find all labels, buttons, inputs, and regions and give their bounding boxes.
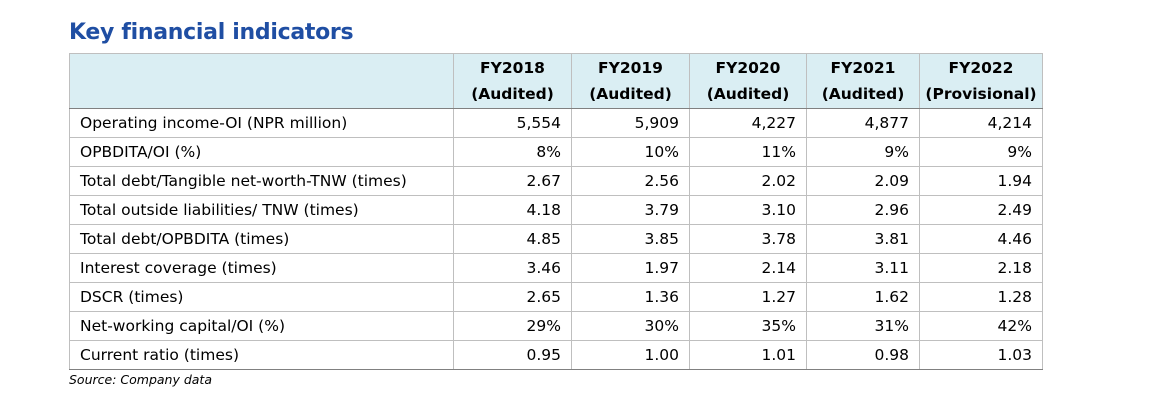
column-header-fy2021: FY2021 (Audited) — [806, 53, 920, 109]
column-year: FY2021 — [830, 59, 896, 77]
column-header-fy2019: FY2019 (Audited) — [571, 53, 690, 109]
table-cell: 1.97 — [571, 253, 690, 283]
table-cell: 2.18 — [919, 253, 1043, 283]
table-cell: 1.28 — [919, 282, 1043, 312]
column-year: FY2019 — [598, 59, 663, 77]
table-cell: 4,877 — [806, 108, 920, 138]
table-row: Total debt/Tangible net-worth-TNW (times… — [69, 166, 1043, 196]
table-cell: 3.79 — [571, 195, 690, 225]
column-header-fy2022: FY2022 (Provisional) — [919, 53, 1043, 109]
column-status: (Audited) — [706, 85, 790, 103]
table-cell: 10% — [571, 137, 690, 167]
column-status: (Provisional) — [925, 85, 1037, 103]
section-title: Key financial indicators — [69, 20, 354, 45]
source-note: Source: Company data — [69, 372, 212, 387]
column-year: FY2020 — [715, 59, 781, 77]
column-header-fy2018: FY2018 (Audited) — [453, 53, 572, 109]
table-cell: 4,227 — [689, 108, 807, 138]
table-cell: 4,214 — [919, 108, 1043, 138]
table-cell: 1.01 — [689, 340, 807, 370]
row-label: Net-working capital/OI (%) — [69, 311, 454, 341]
table-cell: 3.85 — [571, 224, 690, 254]
table-cell: 2.56 — [571, 166, 690, 196]
table-cell: 3.81 — [806, 224, 920, 254]
table-cell: 11% — [689, 137, 807, 167]
table-row: Operating income-OI (NPR million) 5,554 … — [69, 108, 1043, 138]
row-label: OPBDITA/OI (%) — [69, 137, 454, 167]
row-label: Interest coverage (times) — [69, 253, 454, 283]
table-cell: 9% — [919, 137, 1043, 167]
row-label: Total debt/OPBDITA (times) — [69, 224, 454, 254]
table-cell: 4.18 — [453, 195, 572, 225]
row-label: Operating income-OI (NPR million) — [69, 108, 454, 138]
table-cell: 1.00 — [571, 340, 690, 370]
table-cell: 4.46 — [919, 224, 1043, 254]
column-status: (Audited) — [471, 85, 554, 103]
table-cell: 42% — [919, 311, 1043, 341]
table-cell: 3.10 — [689, 195, 807, 225]
table-cell: 9% — [806, 137, 920, 167]
table-header-row: FY2018 (Audited) FY2019 (Audited) FY2020… — [69, 53, 1043, 109]
column-status: (Audited) — [821, 85, 905, 103]
row-label: Total outside liabilities/ TNW (times) — [69, 195, 454, 225]
table-cell: 1.27 — [689, 282, 807, 312]
table-row: Total outside liabilities/ TNW (times) 4… — [69, 195, 1043, 225]
column-year: FY2018 — [480, 59, 545, 77]
table-cell: 30% — [571, 311, 690, 341]
table-cell: 3.78 — [689, 224, 807, 254]
table-cell: 2.65 — [453, 282, 572, 312]
table-cell: 2.96 — [806, 195, 920, 225]
table-cell: 29% — [453, 311, 572, 341]
table-cell: 4.85 — [453, 224, 572, 254]
table-cell: 1.94 — [919, 166, 1043, 196]
table-cell: 3.11 — [806, 253, 920, 283]
table-cell: 2.49 — [919, 195, 1043, 225]
table-cell: 35% — [689, 311, 807, 341]
table-cell: 0.98 — [806, 340, 920, 370]
row-label: Current ratio (times) — [69, 340, 454, 370]
column-header-fy2020: FY2020 (Audited) — [689, 53, 807, 109]
table-cell: 2.14 — [689, 253, 807, 283]
table-cell: 2.09 — [806, 166, 920, 196]
header-blank-cell — [69, 53, 454, 109]
table-cell: 8% — [453, 137, 572, 167]
table-cell: 2.67 — [453, 166, 572, 196]
table-cell: 31% — [806, 311, 920, 341]
table-cell: 3.46 — [453, 253, 572, 283]
table-row: Interest coverage (times) 3.46 1.97 2.14… — [69, 253, 1043, 283]
table-cell: 1.36 — [571, 282, 690, 312]
table-cell: 1.62 — [806, 282, 920, 312]
table-cell: 2.02 — [689, 166, 807, 196]
column-year: FY2022 — [948, 59, 1014, 77]
table-row: Current ratio (times) 0.95 1.00 1.01 0.9… — [69, 340, 1043, 370]
table-row: DSCR (times) 2.65 1.36 1.27 1.62 1.28 — [69, 282, 1043, 312]
table-cell: 5,909 — [571, 108, 690, 138]
column-status: (Audited) — [589, 85, 672, 103]
row-label: Total debt/Tangible net-worth-TNW (times… — [69, 166, 454, 196]
table-cell: 0.95 — [453, 340, 572, 370]
table-cell: 5,554 — [453, 108, 572, 138]
table-row: Net-working capital/OI (%) 29% 30% 35% 3… — [69, 311, 1043, 341]
table-cell: 1.03 — [919, 340, 1043, 370]
table-row: Total debt/OPBDITA (times) 4.85 3.85 3.7… — [69, 224, 1043, 254]
financial-indicators-table: FY2018 (Audited) FY2019 (Audited) FY2020… — [69, 53, 1043, 370]
table-row: OPBDITA/OI (%) 8% 10% 11% 9% 9% — [69, 137, 1043, 167]
row-label: DSCR (times) — [69, 282, 454, 312]
